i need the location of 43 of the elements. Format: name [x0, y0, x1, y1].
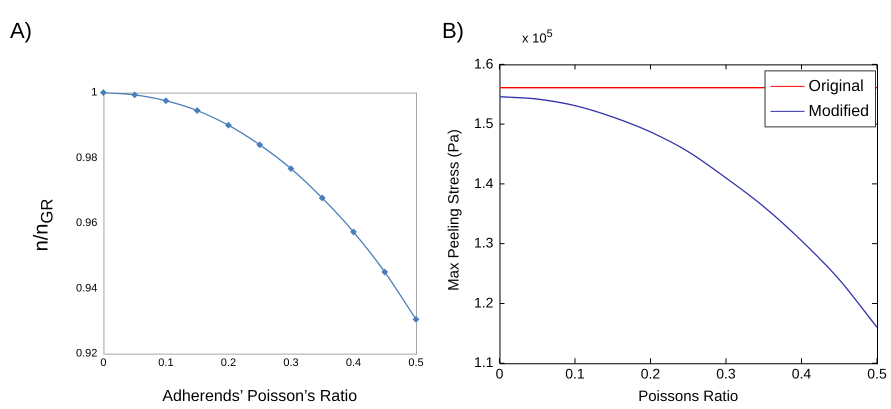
- line-series: [498, 96, 878, 328]
- y-tick-label: 1.3: [474, 234, 494, 251]
- point: [350, 228, 357, 236]
- x-axis-title: Adherends’ Poisson’s Ratio: [162, 388, 358, 405]
- x-tick-label: 0.5: [867, 365, 887, 382]
- point: [225, 122, 232, 128]
- x-tick-label: 0: [496, 365, 504, 382]
- point: [382, 268, 388, 276]
- y-tick-label: 1.4: [474, 174, 494, 191]
- x-tick-label: 0.4: [346, 357, 362, 370]
- y-tick-label: 0.94: [76, 282, 98, 294]
- point: [194, 107, 200, 114]
- x-tick-label: 0.1: [565, 365, 585, 382]
- y-tick-label: 1.5: [474, 115, 494, 132]
- y-tick-label: 1: [91, 86, 98, 99]
- x-tick-label: 0.3: [716, 365, 736, 382]
- point: [288, 165, 294, 172]
- y-axis-title: Max Peeling Stress (Pa): [446, 129, 462, 291]
- x-tick-label: 0.2: [220, 357, 236, 370]
- point: [256, 142, 263, 148]
- point: [319, 194, 326, 202]
- x-tick-label: 0.1: [158, 357, 174, 370]
- chart-title: A): [10, 18, 32, 44]
- y-tick-label: 0.98: [76, 152, 98, 164]
- x-tick-label: 0.4: [792, 365, 812, 382]
- point: [100, 89, 107, 96]
- chart-title: B): [442, 18, 464, 44]
- x-tick-label: 0.2: [640, 365, 660, 382]
- x-axis-title: Poissons Ratio: [638, 388, 738, 406]
- x-tick-label: 0.5: [408, 357, 424, 370]
- y-tick-label: 1.6: [474, 55, 494, 72]
- x-tick-label: 0: [100, 357, 106, 370]
- point: [162, 98, 170, 104]
- y-tick-label: 0.92: [76, 348, 98, 360]
- legend-label: Modified: [808, 102, 870, 120]
- y-tick-label: 0.96: [76, 217, 98, 230]
- y-tick-label: 1.2: [474, 294, 494, 310]
- y-tick-label: 1.1: [474, 354, 494, 370]
- legend-label: Original: [808, 78, 864, 95]
- point: [132, 92, 138, 98]
- x-tick-label: 0.3: [283, 357, 299, 370]
- text: x 10$^{5}$: [522, 28, 553, 46]
- point: [412, 316, 420, 322]
